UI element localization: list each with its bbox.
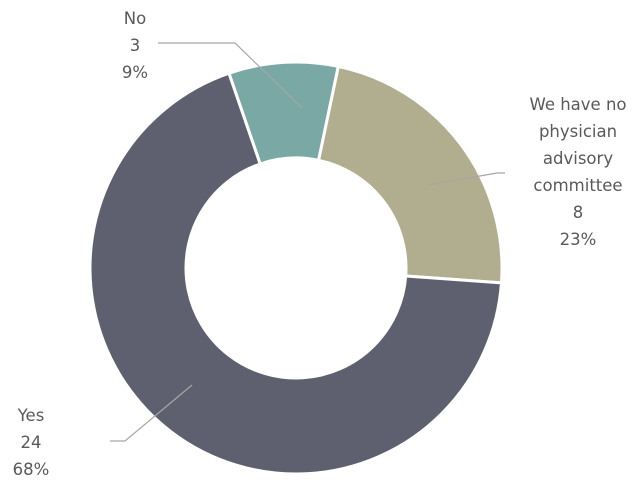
- donut-slice-yes: [88, 71, 503, 476]
- label-yes-value: 24: [21, 433, 42, 452]
- label-committee-percent: 23%: [560, 230, 597, 249]
- label-committee-line3: advisory: [543, 149, 613, 168]
- leader-line-yes: [110, 384, 193, 442]
- donut-slices: [88, 60, 504, 476]
- label-yes-percent: 68%: [13, 460, 50, 479]
- data-label-yes: Yes 24 68%: [13, 406, 50, 479]
- leader-line-no: [158, 42, 303, 109]
- label-committee-line2: physician: [539, 122, 617, 141]
- leader-line-committee: [427, 172, 505, 186]
- label-no-percent: 9%: [122, 63, 148, 82]
- label-no-category: No: [124, 9, 146, 28]
- label-committee-value: 8: [573, 203, 584, 222]
- data-label-committee: We have no physician advisory committee …: [529, 95, 626, 249]
- data-label-no: No 3 9%: [122, 9, 148, 82]
- label-no-value: 3: [130, 36, 141, 55]
- label-committee-line4: committee: [533, 176, 622, 195]
- label-yes-category: Yes: [17, 406, 45, 425]
- label-committee-line1: We have no: [529, 95, 626, 114]
- donut-slice-we: [317, 64, 504, 285]
